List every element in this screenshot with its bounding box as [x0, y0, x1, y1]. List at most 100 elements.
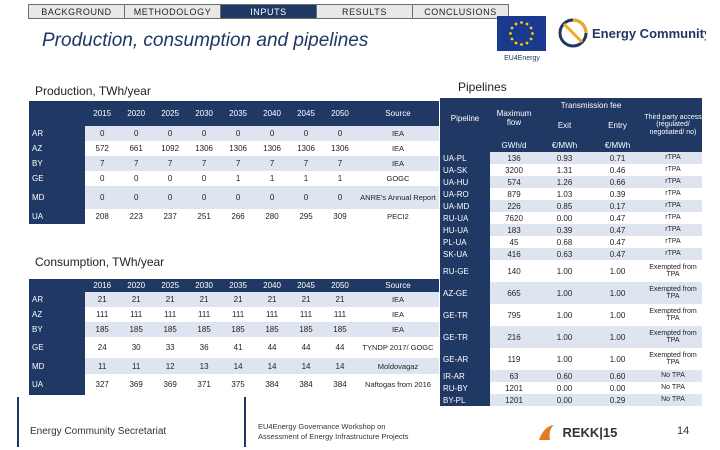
- value-cell: 111: [265, 310, 279, 319]
- value-cell: 0: [133, 193, 139, 202]
- pipeline-row: UA-SK 3200 1.31 0.46 rTPA: [440, 164, 702, 176]
- value-cell: 0: [303, 129, 309, 138]
- flow-cell: 45: [509, 237, 519, 247]
- value-cell: 0: [269, 193, 275, 202]
- year-header: 2016: [93, 281, 112, 290]
- flow-cell: 119: [507, 354, 521, 364]
- value-cell: 0: [269, 129, 275, 138]
- pipeline-name-cell: UA-MD: [440, 200, 490, 212]
- value-cell: 384: [299, 380, 313, 389]
- value-cell: 14: [301, 361, 311, 371]
- entry-fee-cell: 1.00: [609, 288, 626, 298]
- table-row: MD 0 0 0 0 0 0 0 0 ANRE's Annual Report: [29, 186, 439, 209]
- footer-divider: [244, 397, 246, 447]
- slide-title: Production, consumption and pipelines: [42, 30, 369, 51]
- production-table: 2015 2020 2025 2030 2035 2040 2045 2050 …: [29, 101, 439, 224]
- tpa-cell: rTPA: [665, 202, 681, 210]
- pipeline-name-cell: AZ-GE: [440, 282, 490, 304]
- consumption-table: 2016 2020 2025 2030 2035 2040 2045 2050 …: [29, 279, 439, 395]
- flow-cell: 183: [507, 225, 521, 235]
- value-cell: 237: [163, 212, 177, 221]
- pipeline-name-cell: RU-BY: [440, 382, 490, 394]
- entry-fee-cell: 0.00: [609, 383, 626, 393]
- pipeline-row: GE-TR 216 1.00 1.00 Exempted from TPA: [440, 326, 702, 348]
- value-cell: 7: [133, 159, 139, 168]
- pipeline-row: SK-UA 416 0.63 0.47 rTPA: [440, 248, 702, 260]
- nav-tab-conclusions[interactable]: CONCLUSIONS: [412, 4, 509, 19]
- flow-cell: 63: [509, 371, 519, 381]
- value-cell: 295: [299, 212, 313, 221]
- value-cell: 0: [133, 174, 139, 183]
- footer-workshop: EU4Energy Governance Workshop on Assessm…: [258, 422, 408, 442]
- value-cell: 24: [97, 343, 107, 352]
- year-header: 2035: [229, 281, 247, 290]
- entry-fee-cell: 0.47: [609, 237, 626, 247]
- nav-tab-background[interactable]: BACKGROUND: [28, 4, 125, 19]
- value-cell: 7: [269, 159, 275, 168]
- svg-text:Energy Community: Energy Community: [592, 26, 706, 41]
- top-nav: BACKGROUND METHODOLOGY INPUTS RESULTS CO…: [28, 4, 509, 19]
- table-row: AZ 572 661 1092 1306 1306 1306 1306 1306 IEA: [29, 141, 439, 156]
- value-cell: 1092: [161, 144, 180, 153]
- country-cell: GE: [29, 337, 86, 358]
- tpa-cell: rTPA: [665, 250, 681, 258]
- pipeline-row: RU-GE 140 1.00 1.00 Exempted from TPA: [440, 260, 702, 282]
- year-header: 2030: [195, 281, 213, 290]
- pipeline-header: Pipeline: [440, 98, 490, 138]
- nav-tab-inputs[interactable]: INPUTS: [220, 4, 317, 19]
- tpa-cell: rTPA: [665, 178, 681, 186]
- value-cell: 0: [201, 174, 207, 183]
- source-cell: ANRE's Annual Report: [360, 193, 436, 202]
- exit-fee-cell: 1.31: [556, 165, 573, 175]
- value-cell: 21: [335, 295, 345, 304]
- value-cell: 0: [303, 193, 309, 202]
- value-cell: 44: [301, 343, 311, 352]
- flow-cell: 3200: [505, 165, 523, 175]
- exit-fee-cell: 0.93: [556, 153, 573, 163]
- entry-fee-cell: 0.47: [609, 213, 626, 223]
- nav-tab-methodology[interactable]: METHODOLOGY: [124, 4, 221, 19]
- consumption-label: Consumption, TWh/year: [35, 255, 165, 269]
- tpa-cell: Exempted from TPA: [649, 263, 697, 279]
- country-cell: MD: [29, 358, 86, 374]
- tpa-cell: rTPA: [665, 238, 681, 246]
- source-cell: GOGC: [386, 174, 410, 183]
- source-cell: IEA: [391, 159, 405, 168]
- value-cell: 7: [201, 159, 207, 168]
- tpa-cell: No TPA: [661, 384, 685, 392]
- pipeline-row: RU-BY 1201 0.00 0.00 No TPA: [440, 382, 702, 394]
- value-cell: 369: [129, 380, 143, 389]
- max-flow-header: Maximum flow: [490, 98, 538, 138]
- value-cell: 185: [265, 325, 279, 334]
- country-cell: GE: [29, 171, 86, 186]
- flow-cell: 795: [507, 310, 521, 320]
- value-cell: 13: [199, 361, 209, 371]
- eu-star-icon: [531, 32, 534, 35]
- eu-star-icon: [525, 22, 529, 26]
- value-cell: 111: [333, 310, 347, 319]
- value-cell: 0: [337, 193, 343, 202]
- exit-fee-cell: 0.63: [556, 249, 573, 259]
- value-cell: 185: [231, 325, 245, 334]
- pipeline-row: HU-UA 183 0.39 0.47 rTPA: [440, 224, 702, 236]
- eu-star-icon: [514, 41, 518, 45]
- flow-cell: 7620: [505, 213, 523, 223]
- value-cell: 11: [98, 361, 107, 371]
- exit-fee-cell: 0.60: [556, 371, 573, 381]
- entry-fee-cell: 0.29: [609, 395, 626, 405]
- value-cell: 1306: [229, 144, 247, 153]
- pipeline-name-cell: GE-AR: [440, 348, 490, 370]
- footer-workshop-line2: Assessment of Energy Infrastructure Proj…: [258, 432, 409, 441]
- value-cell: 44: [335, 343, 345, 352]
- nav-tab-results[interactable]: RESULTS: [316, 4, 413, 19]
- value-cell: 1306: [297, 144, 315, 153]
- eu-star-icon: [525, 41, 529, 45]
- country-cell: BY: [29, 322, 86, 337]
- value-cell: 14: [233, 361, 243, 371]
- corner-cell: [29, 101, 85, 126]
- table-row: GE 24 30 33 36 41 44 44 44 TYNDP 2017/ GOGC: [29, 337, 439, 358]
- value-cell: 0: [99, 174, 105, 183]
- value-cell: 1: [235, 174, 241, 183]
- value-cell: 384: [265, 380, 279, 389]
- pipeline-name-cell: UA-RO: [440, 188, 490, 200]
